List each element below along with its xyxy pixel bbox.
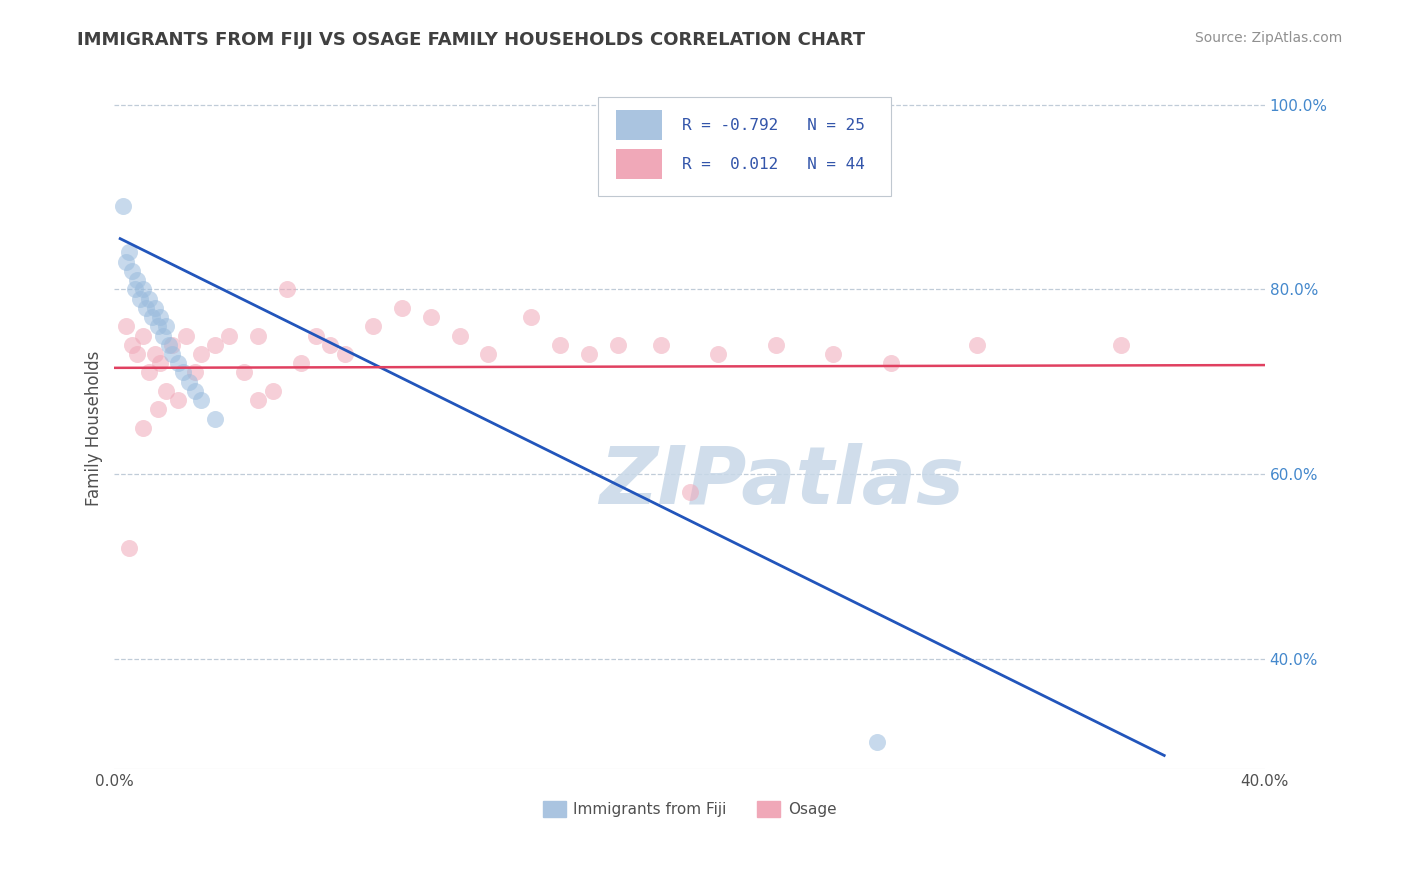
Point [166, 393, 188, 408]
Point [146, 319, 169, 334]
Point [127, 347, 149, 361]
Point [127, 273, 149, 287]
Point [176, 328, 198, 343]
FancyBboxPatch shape [598, 96, 891, 195]
Point [138, 292, 160, 306]
Y-axis label: Family Households: Family Households [86, 351, 103, 506]
Point [118, 245, 141, 260]
Point [115, 254, 138, 268]
Point [129, 292, 152, 306]
Point [650, 338, 672, 352]
Point [118, 541, 141, 555]
Point [247, 393, 270, 408]
Point [865, 734, 887, 748]
Point [305, 328, 328, 343]
Point [548, 338, 571, 352]
Point [262, 384, 284, 398]
Point [121, 264, 143, 278]
Text: Source: ZipAtlas.com: Source: ZipAtlas.com [1195, 31, 1343, 45]
Point [132, 328, 155, 343]
Point [678, 485, 700, 500]
Point [152, 328, 174, 343]
Point [132, 282, 155, 296]
Point [276, 282, 298, 296]
Point [157, 338, 180, 352]
Point [361, 319, 384, 334]
Point [138, 366, 160, 380]
Point [115, 319, 138, 334]
Point [333, 347, 356, 361]
Point [184, 384, 207, 398]
Point [135, 301, 157, 315]
Point [1109, 338, 1132, 352]
Point [765, 338, 787, 352]
Point [149, 310, 172, 324]
Point [290, 356, 312, 370]
Point [707, 347, 730, 361]
Point [190, 347, 212, 361]
Point [172, 366, 194, 380]
Point [155, 384, 177, 398]
Point [520, 310, 543, 324]
Point [204, 338, 226, 352]
Point [319, 338, 342, 352]
Point [232, 366, 254, 380]
Point [247, 328, 270, 343]
Point [124, 282, 146, 296]
Point [143, 347, 166, 361]
Point [823, 347, 845, 361]
Point [190, 393, 212, 408]
Point [141, 310, 163, 324]
Point [419, 310, 441, 324]
Point [391, 301, 413, 315]
Point [149, 356, 172, 370]
Point [121, 338, 143, 352]
Legend: Immigrants from Fiji, Osage: Immigrants from Fiji, Osage [537, 795, 842, 823]
Text: IMMIGRANTS FROM FIJI VS OSAGE FAMILY HOUSEHOLDS CORRELATION CHART: IMMIGRANTS FROM FIJI VS OSAGE FAMILY HOU… [77, 31, 866, 49]
Point [143, 301, 166, 315]
FancyBboxPatch shape [616, 111, 662, 140]
Point [218, 328, 240, 343]
Point [184, 366, 207, 380]
Point [204, 411, 226, 425]
FancyBboxPatch shape [616, 149, 662, 179]
Point [966, 338, 988, 352]
Point [155, 319, 177, 334]
Point [578, 347, 600, 361]
Point [179, 375, 201, 389]
Point [166, 356, 188, 370]
Point [160, 338, 183, 352]
Point [449, 328, 471, 343]
Point [160, 347, 183, 361]
Point [477, 347, 499, 361]
Point [146, 402, 169, 417]
Point [132, 421, 155, 435]
Text: ZIPatlas: ZIPatlas [599, 443, 965, 522]
Text: R = -0.792   N = 25: R = -0.792 N = 25 [682, 118, 865, 133]
Point [606, 338, 628, 352]
Point [112, 199, 135, 213]
Point [880, 356, 903, 370]
Text: R =  0.012   N = 44: R = 0.012 N = 44 [682, 157, 865, 172]
